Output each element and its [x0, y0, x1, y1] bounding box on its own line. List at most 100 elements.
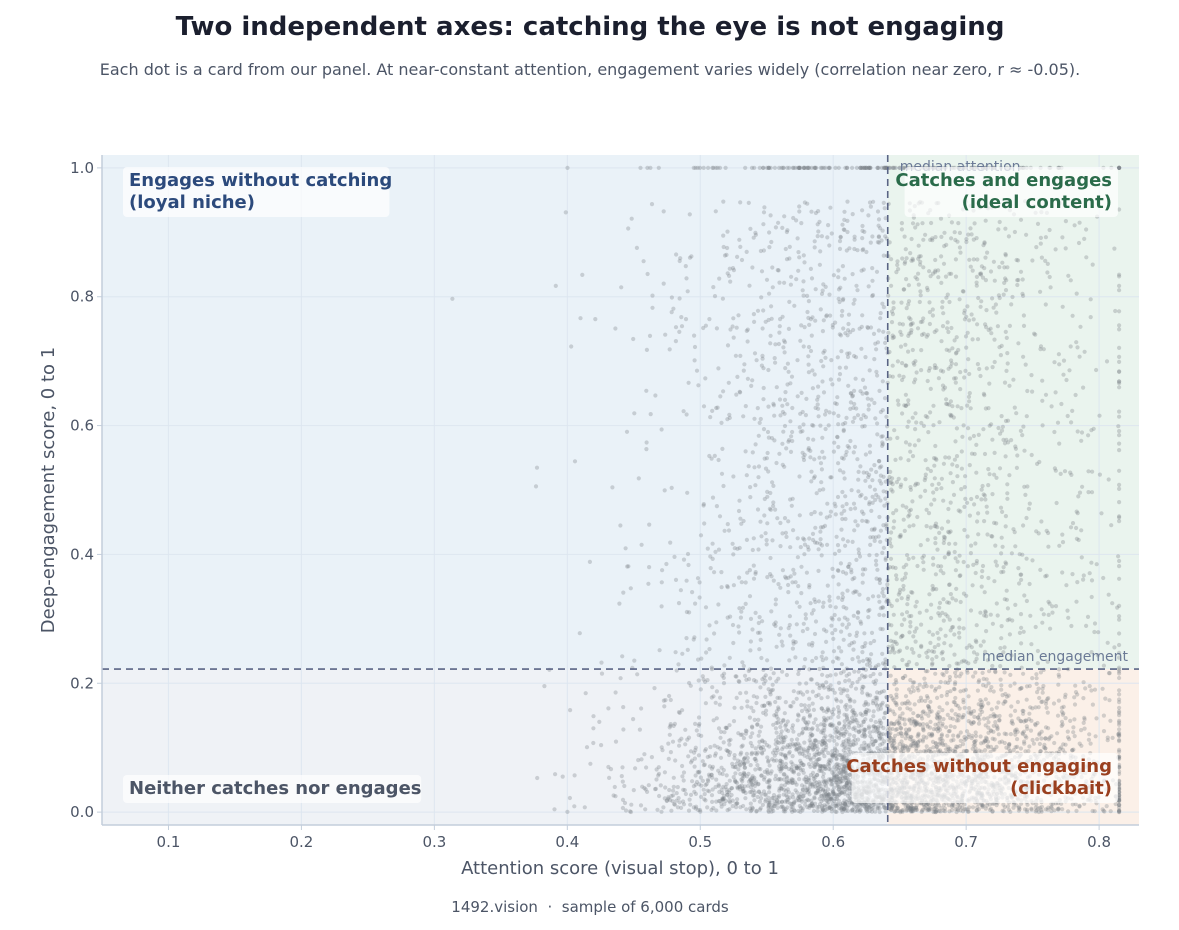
data-point — [800, 409, 805, 415]
data-point — [973, 570, 978, 576]
data-point — [1012, 530, 1017, 535]
data-point — [618, 523, 623, 528]
data-point — [976, 715, 981, 720]
data-point — [941, 498, 946, 503]
data-point — [869, 749, 874, 754]
data-point — [1065, 729, 1070, 734]
data-point — [941, 802, 947, 808]
data-point — [826, 165, 831, 170]
data-point — [925, 466, 930, 471]
data-point — [1068, 344, 1073, 349]
data-point — [1046, 599, 1051, 604]
data-point — [930, 587, 935, 592]
data-point — [854, 165, 860, 170]
data-point — [769, 304, 774, 309]
data-point — [1021, 354, 1026, 359]
data-point — [1096, 630, 1101, 635]
data-point — [895, 359, 901, 364]
data-point — [1074, 808, 1079, 814]
data-point — [892, 712, 897, 717]
data-point — [783, 753, 788, 758]
data-point — [694, 779, 700, 785]
data-point — [1024, 232, 1029, 237]
data-point — [1004, 561, 1009, 566]
data-point — [852, 353, 857, 359]
data-point — [942, 244, 947, 249]
data-point — [957, 617, 962, 622]
data-point — [767, 291, 772, 296]
data-point — [906, 402, 911, 407]
data-point — [770, 806, 775, 811]
data-point — [1039, 519, 1044, 524]
data-point — [745, 376, 751, 381]
data-point — [1056, 672, 1061, 677]
data-point — [667, 693, 672, 699]
data-point — [773, 342, 778, 347]
data-point — [933, 524, 938, 529]
data-point — [798, 338, 803, 343]
data-point — [746, 771, 751, 777]
data-point — [847, 740, 852, 745]
data-point — [1039, 804, 1044, 809]
data-point — [920, 808, 925, 813]
data-point — [841, 326, 846, 331]
data-point — [960, 742, 966, 747]
data-point — [742, 765, 748, 770]
data-point — [981, 676, 986, 682]
data-point — [935, 695, 940, 701]
data-point — [1060, 570, 1065, 575]
data-point — [878, 409, 884, 415]
data-point — [776, 795, 781, 800]
data-point — [696, 753, 702, 758]
data-point — [834, 774, 839, 780]
data-point — [763, 799, 768, 804]
data-point — [739, 750, 744, 755]
data-point — [938, 627, 943, 632]
data-point — [959, 406, 964, 411]
data-point — [927, 310, 933, 315]
data-point — [871, 679, 876, 685]
data-point — [1002, 597, 1007, 602]
data-point — [889, 320, 895, 325]
data-point — [901, 587, 906, 592]
data-point — [646, 783, 651, 788]
data-point — [742, 757, 747, 762]
data-point — [952, 632, 957, 637]
data-point — [860, 248, 865, 253]
data-point — [828, 313, 833, 318]
data-point — [836, 777, 841, 782]
data-point — [799, 221, 804, 226]
data-point — [1117, 617, 1122, 622]
data-point — [676, 662, 681, 667]
data-point — [923, 458, 928, 463]
data-point — [711, 718, 716, 723]
data-point — [1016, 566, 1021, 571]
data-point — [860, 690, 865, 695]
data-point — [890, 363, 895, 368]
data-point — [857, 659, 862, 664]
data-point — [706, 772, 712, 777]
data-point — [873, 416, 878, 421]
data-point — [796, 250, 801, 255]
data-point — [927, 269, 932, 274]
data-point — [787, 244, 792, 249]
data-point — [697, 165, 703, 170]
data-point — [967, 318, 972, 323]
data-point — [606, 706, 611, 711]
data-point — [629, 216, 634, 221]
data-point — [802, 165, 807, 170]
data-point — [862, 727, 867, 732]
data-point — [874, 678, 879, 683]
data-point — [1020, 708, 1025, 713]
data-point — [714, 716, 719, 721]
data-point — [827, 757, 832, 763]
data-point — [553, 283, 558, 288]
data-point — [1091, 426, 1096, 431]
data-point — [960, 434, 965, 439]
data-point — [885, 582, 890, 587]
data-point — [618, 676, 623, 681]
data-point — [862, 644, 867, 649]
data-point — [852, 415, 857, 420]
data-point — [784, 779, 789, 784]
data-point — [738, 516, 743, 521]
